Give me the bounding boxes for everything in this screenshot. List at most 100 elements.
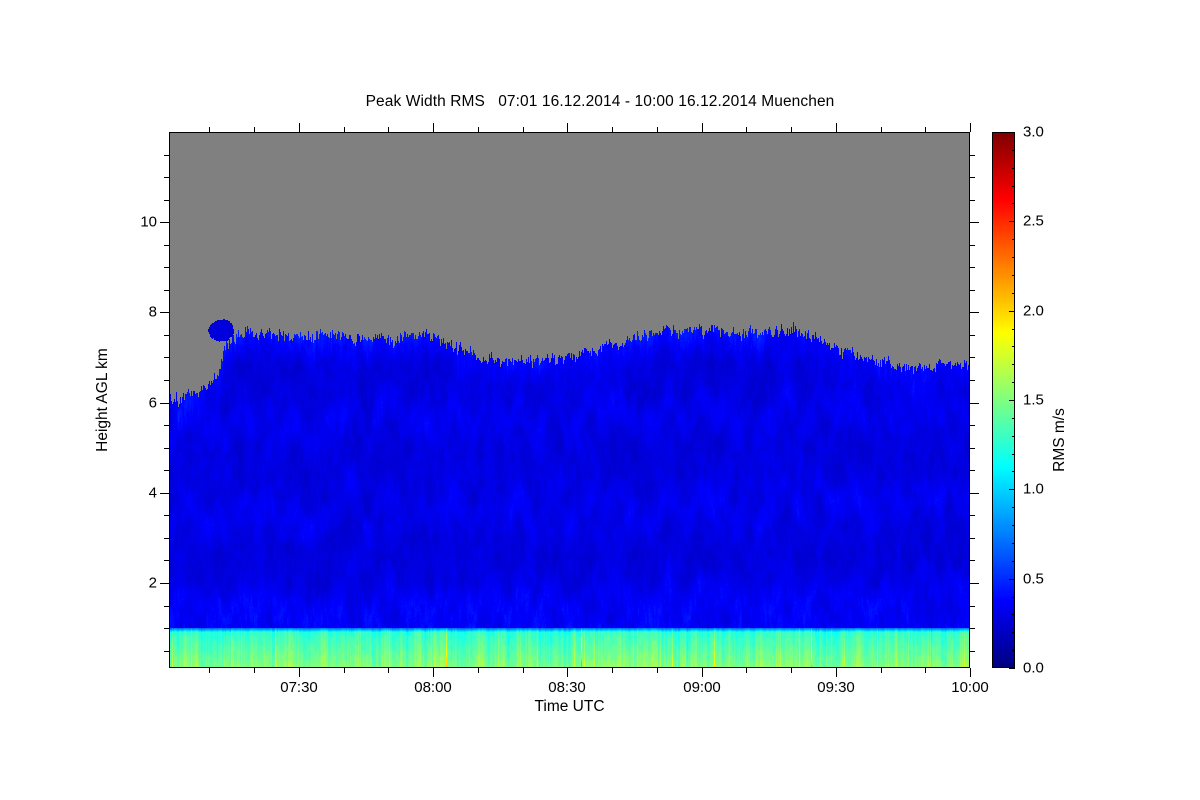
y-tick-minor (164, 448, 169, 449)
y-tick-minor-right (970, 245, 975, 246)
x-ticklabel: 07:30 (280, 679, 318, 696)
x-tick-major-top (567, 123, 568, 132)
x-tick-major (433, 668, 434, 677)
colorbar-tick-minor (1012, 418, 1015, 419)
colorbar-tick-minor (1012, 257, 1015, 258)
y-tick-minor-right (970, 425, 975, 426)
y-tick-minor (164, 290, 169, 291)
y-tick-minor (164, 628, 169, 629)
colorbar-label: RMS m/s (1051, 408, 1068, 472)
x-tick-minor-top (657, 127, 658, 132)
colorbar-ticklabel: 0.0 (1023, 659, 1044, 677)
y-tick-minor (164, 606, 169, 607)
colorbar-tick-major (1009, 668, 1015, 669)
x-tick-minor (523, 668, 524, 673)
x-tick-minor (209, 668, 210, 673)
colorbar-tick-major (1009, 311, 1015, 312)
x-tick-minor-top (254, 127, 255, 132)
colorbar-tick-minor (1012, 364, 1015, 365)
colorbar-tick-minor (1012, 436, 1015, 437)
colorbar-ticklabel: 1.5 (1023, 391, 1044, 409)
x-tick-minor (791, 668, 792, 673)
colorbar-tick-major (1009, 579, 1015, 580)
y-tick-major (160, 403, 169, 404)
y-tick-minor-right (970, 470, 975, 471)
colorbar-ticklabel: 1.0 (1023, 480, 1044, 498)
x-tick-minor-top (344, 127, 345, 132)
colorbar-tick-minor (1012, 597, 1015, 598)
y-tick-minor-right (970, 606, 975, 607)
x-tick-minor-top (791, 127, 792, 132)
x-tick-minor-top (523, 127, 524, 132)
x-tick-minor (881, 668, 882, 673)
y-tick-minor (164, 560, 169, 561)
colorbar-tick-minor (1012, 382, 1015, 383)
colorbar-tick-minor (1012, 614, 1015, 615)
colorbar-tick-major (1009, 489, 1015, 490)
y-tick-minor-right (970, 515, 975, 516)
colorbar-tick-minor (1012, 293, 1015, 294)
y-tick-minor (164, 155, 169, 156)
x-axis-label: Time UTC (534, 698, 605, 715)
y-ticklabel: 2 (148, 574, 157, 592)
x-tick-minor (746, 668, 747, 673)
y-tick-minor (164, 177, 169, 178)
y-tick-minor (164, 515, 169, 516)
y-tick-minor-right (970, 335, 975, 336)
x-tick-minor (388, 668, 389, 673)
y-tick-minor-right (970, 651, 975, 652)
y-tick-minor (164, 425, 169, 426)
x-tick-major (702, 668, 703, 677)
colorbar-tick-major (1009, 400, 1015, 401)
y-ticklabel: 8 (148, 303, 157, 321)
y-tick-minor (164, 267, 169, 268)
x-tick-major-top (970, 123, 971, 132)
colorbar-tick-minor (1012, 186, 1015, 187)
y-tick-minor-right (970, 155, 975, 156)
heatmap-image (169, 132, 970, 668)
x-tick-major-top (299, 123, 300, 132)
y-ticklabel: 10 (140, 213, 157, 231)
x-tick-minor (254, 668, 255, 673)
y-tick-minor (164, 538, 169, 539)
x-ticklabel: 10:00 (951, 679, 989, 696)
y-tick-minor (164, 357, 169, 358)
x-tick-minor-top (746, 127, 747, 132)
y-tick-major (160, 583, 169, 584)
x-tick-minor-top (478, 127, 479, 132)
colorbar-tick-minor (1012, 150, 1015, 151)
colorbar-tick-minor (1012, 168, 1015, 169)
colorbar-ticklabel: 0.5 (1023, 570, 1044, 588)
x-tick-minor (344, 668, 345, 673)
y-ticklabel: 6 (148, 394, 157, 412)
x-tick-major-top (702, 123, 703, 132)
y-tick-major (160, 493, 169, 494)
y-tick-major-right (970, 583, 979, 584)
colorbar-tick-minor (1012, 507, 1015, 508)
y-tick-major (160, 222, 169, 223)
x-tick-minor (612, 668, 613, 673)
y-tick-minor (164, 380, 169, 381)
y-tick-major (160, 312, 169, 313)
colorbar-ticklabel: 2.0 (1023, 302, 1044, 320)
colorbar-tick-minor (1012, 650, 1015, 651)
y-ticklabel: 4 (148, 484, 157, 502)
colorbar-tick-minor (1012, 275, 1015, 276)
x-tick-minor-top (925, 127, 926, 132)
y-tick-minor (164, 470, 169, 471)
y-tick-minor (164, 245, 169, 246)
y-tick-minor (164, 200, 169, 201)
colorbar-tick-major (1009, 132, 1015, 133)
colorbar-tick-minor (1012, 454, 1015, 455)
colorbar-tick-minor (1012, 203, 1015, 204)
y-tick-major-right (970, 403, 979, 404)
x-tick-minor-top (209, 127, 210, 132)
colorbar-ticklabel: 3.0 (1023, 123, 1044, 141)
colorbar-tick-minor (1012, 561, 1015, 562)
colorbar-gradient (992, 132, 1015, 668)
x-tick-minor (478, 668, 479, 673)
colorbar-tick-minor (1012, 471, 1015, 472)
x-tick-major-top (433, 123, 434, 132)
y-tick-minor-right (970, 290, 975, 291)
